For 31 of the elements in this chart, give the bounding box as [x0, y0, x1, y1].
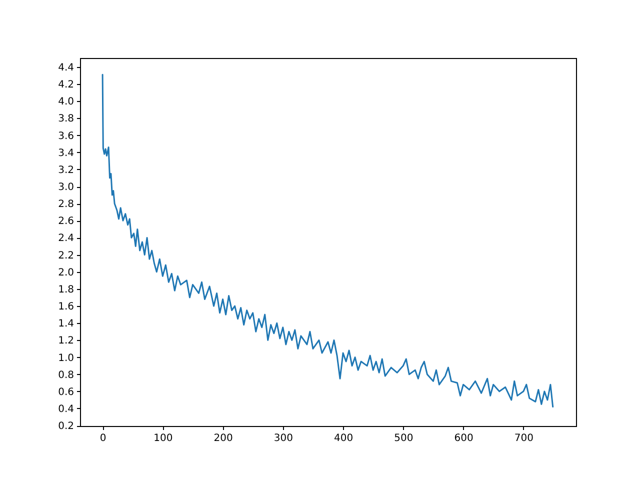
y-tick-label: 1.0: [58, 352, 74, 364]
x-tick-label: 300: [274, 433, 293, 444]
y-tick-label: 2.0: [58, 267, 74, 278]
y-tick-label: 4.4: [58, 62, 74, 74]
y-tick-label: 3.6: [58, 130, 74, 142]
y-tick-label: 2.4: [58, 233, 74, 244]
y-tick-label: 1.2: [58, 336, 74, 347]
line-series: [102, 74, 554, 408]
y-tick-label: 3.0: [58, 182, 74, 193]
x-tick-label: 200: [214, 433, 233, 444]
x-tick-label: 100: [154, 433, 173, 444]
y-tick-label: 2.8: [58, 199, 74, 210]
y-tick-label: 0.4: [58, 404, 74, 415]
x-tick-label: 700: [514, 433, 534, 444]
x-tick-label: 400: [334, 433, 354, 444]
y-tick-label: 3.2: [58, 164, 74, 176]
y-tick-label: 0.8: [58, 370, 74, 381]
y-tick-label: 1.8: [58, 284, 74, 296]
y-tick-label: 3.8: [58, 114, 74, 125]
y-tick-label: 4.0: [58, 96, 74, 108]
x-tick-label: 600: [454, 433, 474, 444]
y-tick-label: 1.4: [58, 318, 74, 330]
y-tick-label: 3.4: [58, 148, 74, 159]
y-tick-label: 2.6: [58, 216, 74, 228]
y-tick-label: 1.6: [58, 302, 74, 313]
x-tick-label: 500: [394, 433, 414, 444]
y-tick-label: 4.2: [58, 80, 74, 91]
y-tick-label: 0.6: [58, 386, 74, 398]
x-tick-label: 0: [100, 433, 106, 444]
y-tick-label: 0.2: [58, 421, 74, 432]
y-tick-label: 2.2: [58, 250, 74, 262]
